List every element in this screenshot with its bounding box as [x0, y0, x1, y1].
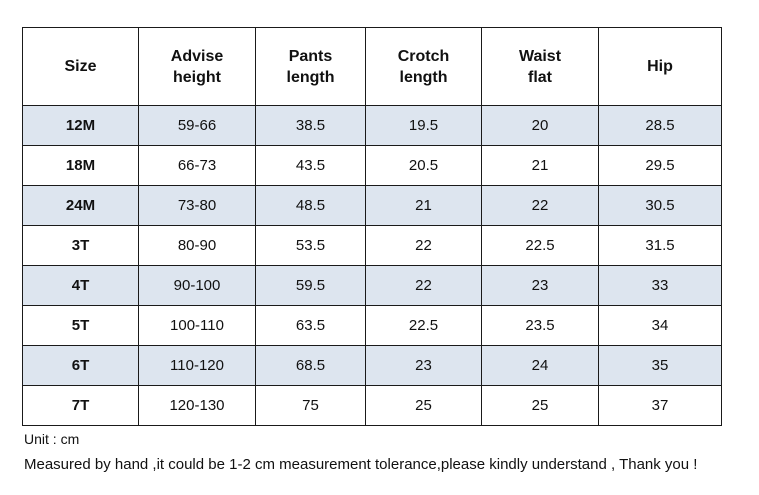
waist-flat-cell: 22.5	[481, 225, 599, 266]
size-chart-table: Size Advise height Pants length Crotch l…	[22, 27, 722, 426]
header-size-line-1: Size	[64, 58, 97, 75]
header-waist-flat-line-1: Waist	[518, 47, 562, 65]
hip-cell: 31.5	[598, 225, 722, 266]
advise-height-cell: 100-110	[138, 305, 256, 346]
table-row: 6T 110-120 68.5 23 24 35	[22, 345, 722, 386]
header-pants-length-line-1: Pants	[288, 47, 333, 65]
pants-length-cell: 68.5	[255, 345, 366, 386]
advise-height-cell: 59-66	[138, 105, 256, 146]
table-row: 4T 90-100 59.5 22 23 33	[22, 265, 722, 306]
pants-length-cell: 38.5	[255, 105, 366, 146]
advise-height-cell: 120-130	[138, 385, 256, 426]
table-row: 5T 100-110 63.5 22.5 23.5 34	[22, 305, 722, 346]
hip-cell: 35	[598, 345, 722, 386]
pants-length-cell: 59.5	[255, 265, 366, 306]
header-advise-height-line-2: height	[173, 68, 221, 86]
size-cell: 4T	[22, 265, 139, 306]
hip-cell: 33	[598, 265, 722, 306]
header-waist-flat-line-2: flat	[528, 68, 552, 86]
header-pants-length-line-2: length	[286, 68, 335, 86]
header-hip-line-1: Hip	[647, 58, 673, 75]
measurement-note: Measured by hand ,it could be 1-2 cm mea…	[24, 456, 698, 473]
advise-height-cell: 90-100	[138, 265, 256, 306]
header-size: Size	[22, 27, 139, 106]
size-cell: 24M	[22, 185, 139, 226]
size-cell: 12M	[22, 105, 139, 146]
header-waist-flat: Waist flat	[481, 27, 599, 106]
pants-length-cell: 48.5	[255, 185, 366, 226]
advise-height-cell: 73-80	[138, 185, 256, 226]
table-row: 18M 66-73 43.5 20.5 21 29.5	[22, 145, 722, 186]
size-cell: 7T	[22, 385, 139, 426]
advise-height-cell: 66-73	[138, 145, 256, 186]
header-crotch-length: Crotch length	[365, 27, 482, 106]
crotch-length-cell: 25	[365, 385, 482, 426]
table-row: 24M 73-80 48.5 21 22 30.5	[22, 185, 722, 226]
table-row: 7T 120-130 75 25 25 37	[22, 385, 722, 426]
hip-cell: 34	[598, 305, 722, 346]
waist-flat-cell: 21	[481, 145, 599, 186]
hip-cell: 29.5	[598, 145, 722, 186]
advise-height-cell: 80-90	[138, 225, 256, 266]
table-row: 3T 80-90 53.5 22 22.5 31.5	[22, 225, 722, 266]
header-crotch-length-line-1: Crotch	[397, 47, 450, 65]
crotch-length-cell: 22	[365, 265, 482, 306]
header-pants-length: Pants length	[255, 27, 366, 106]
waist-flat-cell: 23.5	[481, 305, 599, 346]
waist-flat-cell: 22	[481, 185, 599, 226]
crotch-length-cell: 23	[365, 345, 482, 386]
header-crotch-length-line-2: length	[399, 68, 448, 86]
hip-cell: 30.5	[598, 185, 722, 226]
crotch-length-cell: 22.5	[365, 305, 482, 346]
crotch-length-cell: 21	[365, 185, 482, 226]
table-row: 12M 59-66 38.5 19.5 20 28.5	[22, 105, 722, 146]
pants-length-cell: 63.5	[255, 305, 366, 346]
pants-length-cell: 75	[255, 385, 366, 426]
header-advise-height: Advise height	[138, 27, 256, 106]
waist-flat-cell: 20	[481, 105, 599, 146]
pants-length-cell: 43.5	[255, 145, 366, 186]
header-advise-height-line-1: Advise	[170, 47, 224, 65]
crotch-length-cell: 19.5	[365, 105, 482, 146]
header-hip: Hip	[598, 27, 722, 106]
advise-height-cell: 110-120	[138, 345, 256, 386]
crotch-length-cell: 20.5	[365, 145, 482, 186]
crotch-length-cell: 22	[365, 225, 482, 266]
waist-flat-cell: 25	[481, 385, 599, 426]
waist-flat-cell: 24	[481, 345, 599, 386]
header-row: Size Advise height Pants length Crotch l…	[22, 27, 722, 106]
size-cell: 18M	[22, 145, 139, 186]
hip-cell: 28.5	[598, 105, 722, 146]
unit-note: Unit : cm	[24, 431, 80, 447]
size-cell: 5T	[22, 305, 139, 346]
size-cell: 3T	[22, 225, 139, 266]
waist-flat-cell: 23	[481, 265, 599, 306]
size-cell: 6T	[22, 345, 139, 386]
pants-length-cell: 53.5	[255, 225, 366, 266]
hip-cell: 37	[598, 385, 722, 426]
